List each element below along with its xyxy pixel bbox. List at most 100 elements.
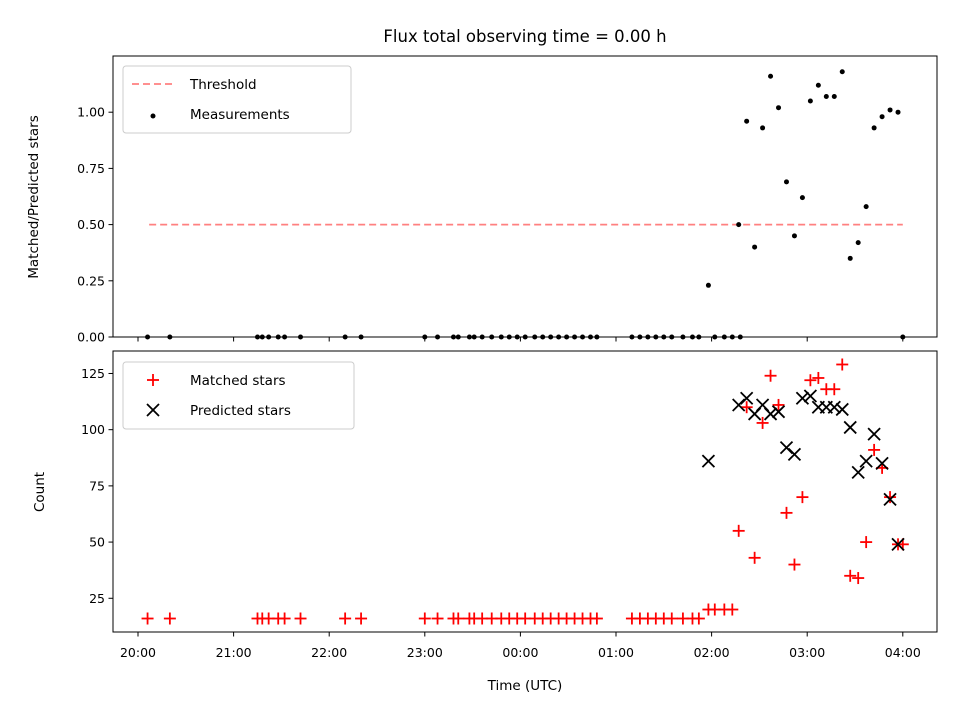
- measurement-point: [760, 125, 766, 131]
- matched-point: [860, 536, 873, 549]
- measurement-point: [815, 82, 821, 88]
- predicted-point: [795, 391, 810, 405]
- measurement-point: [580, 334, 586, 340]
- bottom-y-tick-label: 75: [89, 478, 105, 493]
- x-tick-label: 00:00: [502, 645, 538, 660]
- measurement-point: [653, 334, 659, 340]
- measurement-point: [266, 334, 272, 340]
- x-tick-label: 23:00: [407, 645, 443, 660]
- matched-point: [772, 398, 785, 411]
- measurement-point: [776, 105, 782, 111]
- bottom-y-tick-label: 100: [81, 422, 105, 437]
- predicted-point: [771, 405, 786, 419]
- matched-point: [141, 612, 154, 625]
- predicted-point: [835, 402, 849, 417]
- bottom-plot-frame: [112, 350, 938, 633]
- bottom-y-tick-label: 125: [81, 366, 105, 381]
- measurement-point: [572, 334, 578, 340]
- matched-point: [163, 612, 176, 625]
- measurement-point: [255, 334, 260, 340]
- measurement-point: [145, 334, 151, 340]
- measurement-point: [783, 179, 789, 185]
- matched-point: [278, 612, 291, 625]
- chart-title: Flux total observing time = 0.00 h: [383, 27, 666, 46]
- predicted-point: [883, 492, 897, 507]
- measurement-point: [871, 125, 877, 131]
- measurement-point: [768, 73, 774, 79]
- matched-point: [852, 572, 865, 585]
- measurement-point: [752, 244, 758, 250]
- measurement-point: [887, 107, 893, 113]
- top-legend-box: [122, 65, 352, 134]
- matched-point: [355, 612, 368, 625]
- measurement-point: [548, 334, 554, 340]
- measurement-point: [807, 98, 813, 104]
- top-y-tick-label: 0.50: [77, 217, 105, 232]
- x-tick-label: 04:00: [885, 645, 921, 660]
- matched-point: [804, 374, 817, 387]
- predicted-point: [891, 537, 905, 551]
- measurement-point: [823, 93, 829, 99]
- measurements-legend-label: Measurements: [190, 107, 290, 123]
- matched-point: [431, 612, 444, 625]
- predicted-stars-series: [701, 389, 905, 551]
- measurement-point: [489, 334, 495, 340]
- measurement-point: [479, 334, 485, 340]
- measurement-point: [847, 255, 853, 261]
- measurement-point: [661, 334, 667, 340]
- matched-point: [844, 569, 857, 582]
- measurement-point: [799, 195, 805, 201]
- predicted-point: [875, 456, 889, 471]
- measurement-point: [900, 334, 906, 340]
- measurement-point: [831, 93, 837, 99]
- measurement-point: [564, 334, 570, 340]
- x-tick-label: 20:00: [120, 645, 156, 660]
- measurement-point: [737, 334, 743, 340]
- measurement-point: [498, 334, 504, 340]
- measurement-point: [736, 222, 742, 228]
- top-legend: Threshold Measurements: [122, 65, 352, 134]
- matched-point: [788, 558, 801, 571]
- measurement-point: [744, 118, 750, 124]
- predicted-point: [843, 420, 857, 435]
- top-y-tick-label: 1.00: [77, 105, 105, 120]
- top-y-tick-label: 0.75: [77, 161, 105, 176]
- measurement-point: [863, 204, 869, 210]
- measurements-legend-swatch: [150, 113, 156, 119]
- measurement-point: [680, 334, 686, 340]
- matched-point: [339, 612, 352, 625]
- matched-point: [590, 612, 603, 625]
- measurement-point: [791, 233, 797, 239]
- measurement-point: [721, 334, 727, 340]
- predicted-legend-label: Predicted stars: [190, 403, 291, 419]
- measurement-point: [422, 334, 428, 340]
- measurement-point: [689, 334, 695, 340]
- measurement-point: [298, 334, 304, 340]
- measurement-point: [855, 240, 861, 246]
- matched-point: [692, 612, 705, 625]
- measurement-point: [729, 334, 735, 340]
- x-tick-label: 02:00: [694, 645, 730, 660]
- measurement-point: [712, 334, 718, 340]
- predicted-point: [827, 400, 841, 414]
- x-tick-label: 01:00: [598, 645, 634, 660]
- predicted-point: [787, 447, 802, 462]
- measurement-point: [645, 334, 651, 340]
- measurement-point: [259, 334, 265, 340]
- bottom-legend: Matched stars Predicted stars: [122, 361, 355, 430]
- predicted-point: [701, 454, 716, 468]
- top-y-tick-label: 0.25: [77, 273, 105, 288]
- measurement-point: [282, 334, 288, 340]
- top-axes: 0.00 0.25 0.50 0.75 1.00: [77, 55, 938, 345]
- matched-stars-series: [141, 358, 909, 625]
- matched-point: [294, 612, 307, 625]
- measurement-point: [540, 334, 546, 340]
- measurements-series: [145, 69, 906, 340]
- threshold-legend-label: Threshold: [189, 77, 257, 93]
- matched-point: [452, 612, 465, 625]
- bottom-legend-box: [122, 361, 355, 430]
- predicted-legend-swatch: [146, 403, 160, 417]
- measurement-point: [588, 334, 594, 340]
- matched-point: [756, 416, 769, 429]
- measurement-point: [705, 282, 711, 288]
